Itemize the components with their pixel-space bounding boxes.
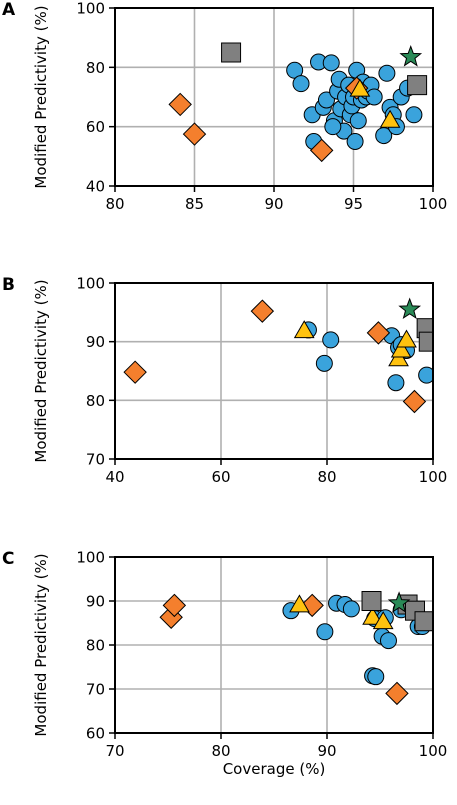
triangle-point bbox=[289, 594, 310, 613]
triangle-point bbox=[372, 611, 394, 630]
diamond-point bbox=[366, 321, 391, 345]
triangle-point bbox=[362, 606, 383, 625]
diamond-point bbox=[402, 389, 427, 414]
y-tick-label: 80 bbox=[86, 637, 105, 655]
y-tick-label: 70 bbox=[86, 681, 105, 699]
diamond-point bbox=[182, 122, 207, 146]
axes-frame bbox=[114, 282, 434, 460]
markers bbox=[168, 42, 428, 163]
y-tick-label: 60 bbox=[86, 118, 105, 136]
y-axis-label: Modified Predictivity (%) bbox=[32, 279, 50, 462]
x-tick-label: 90 bbox=[317, 742, 336, 760]
x-axis-label: Coverage (%) bbox=[223, 760, 326, 778]
y-tick-label: 70 bbox=[86, 451, 105, 469]
x-tick-label: 85 bbox=[185, 195, 204, 213]
circle-point bbox=[349, 112, 367, 130]
x-tick-label: 80 bbox=[317, 468, 336, 486]
star-point bbox=[387, 591, 411, 613]
circle-point bbox=[342, 600, 360, 618]
y-tick-label: 80 bbox=[86, 392, 105, 410]
circle-point bbox=[379, 632, 397, 650]
x-tick-label: 100 bbox=[419, 195, 448, 213]
panel-letter: B bbox=[2, 275, 15, 295]
y-axis-label: Modified Predictivity (%) bbox=[32, 553, 50, 736]
y-tick-label: 40 bbox=[86, 178, 105, 196]
x-tick-label: 95 bbox=[344, 195, 363, 213]
circle-point bbox=[346, 133, 364, 150]
panel-A: 80 85 90 95 100 40 60 80 100 A Modified Predictivi… bbox=[2, 0, 447, 213]
x-tick-label: 60 bbox=[211, 468, 230, 486]
square-point bbox=[361, 591, 382, 611]
x-tick-label: 80 bbox=[105, 195, 124, 213]
y-tick-label: 80 bbox=[86, 59, 105, 77]
circle-point bbox=[387, 374, 405, 392]
diamond-point bbox=[123, 360, 147, 384]
circle-point bbox=[365, 88, 383, 106]
triangle-point bbox=[396, 329, 417, 348]
square-point bbox=[221, 42, 242, 63]
circle-point bbox=[317, 91, 335, 109]
circle-point bbox=[324, 118, 342, 136]
x-tick-label: 100 bbox=[419, 742, 448, 760]
diamond-point bbox=[385, 681, 409, 706]
x-tick-label: 100 bbox=[419, 468, 448, 486]
panel-letter: A bbox=[2, 0, 16, 20]
x-tick-label: 40 bbox=[105, 468, 124, 486]
y-tick-label: 100 bbox=[76, 549, 105, 567]
triangle-point bbox=[293, 320, 315, 339]
triangle-point bbox=[390, 339, 412, 358]
circle-point bbox=[418, 366, 433, 384]
markers bbox=[123, 297, 433, 414]
y-tick-label: 90 bbox=[86, 593, 105, 611]
circle-point bbox=[367, 668, 385, 686]
y-tick-label: 100 bbox=[76, 0, 105, 18]
circle-point bbox=[322, 331, 340, 349]
square-point bbox=[414, 611, 433, 632]
circle-point bbox=[292, 75, 310, 93]
triangle-point bbox=[349, 78, 371, 97]
circle-point bbox=[322, 54, 340, 72]
circle-point bbox=[315, 354, 333, 372]
triangle-point bbox=[379, 109, 401, 128]
diamond-point bbox=[162, 593, 187, 618]
panel-letter: C bbox=[2, 549, 14, 569]
y-tick-label: 90 bbox=[86, 333, 105, 351]
y-axis-label: Modified Predictivity (%) bbox=[32, 5, 50, 188]
triangle-point bbox=[388, 348, 409, 367]
diamond-point bbox=[168, 92, 192, 117]
x-tick-label: 80 bbox=[211, 742, 230, 760]
star-point bbox=[399, 45, 423, 67]
y-tick-label: 60 bbox=[86, 725, 105, 743]
x-tick-label: 90 bbox=[264, 195, 283, 213]
circle-point bbox=[316, 623, 334, 641]
markers bbox=[159, 591, 433, 706]
diamond-point bbox=[309, 138, 334, 163]
panel-B: 40 60 80 100 70 80 90 100 B Modified Predictivity… bbox=[2, 275, 447, 487]
square-point bbox=[407, 75, 428, 96]
x-tick-label: 70 bbox=[105, 742, 124, 760]
circle-point bbox=[405, 106, 423, 124]
circle-point bbox=[378, 64, 396, 82]
star-point bbox=[398, 297, 422, 320]
square-point bbox=[418, 331, 433, 352]
diamond-point bbox=[250, 299, 275, 323]
y-tick-label: 100 bbox=[76, 275, 105, 293]
